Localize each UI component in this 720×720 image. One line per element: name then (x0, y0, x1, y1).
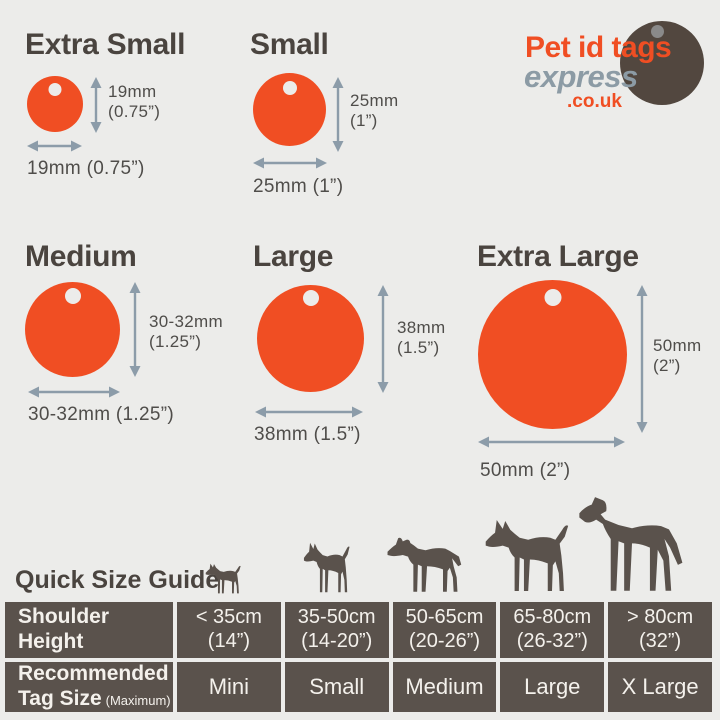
toy-dog-icon (205, 562, 241, 595)
horizontal-dimension-arrow-icon (255, 406, 363, 418)
tag-height-label: 38mm (1.5”) (397, 318, 446, 357)
recommended-size-cell: Small (284, 662, 389, 712)
horizontal-dimension-arrow-icon (28, 386, 120, 398)
maximum-note: (Maximum) (105, 693, 171, 708)
tag-width-label: 50mm (2”) (480, 460, 571, 481)
tag-size-title: Large (253, 240, 334, 273)
size-guide-table: Shoulder Height < 35cm (14”) 35-50cm (14… (5, 602, 712, 712)
tag-hole-icon (544, 289, 561, 306)
vertical-dimension-arrow-icon (377, 285, 389, 393)
recommended-size-cell: Mini (177, 662, 281, 712)
shoulder-height-cell: > 80cm (32”) (608, 602, 712, 658)
brand-domain: .co.uk (567, 91, 622, 112)
small-dog-icon (303, 540, 350, 595)
tag-circle-icon (25, 282, 120, 377)
tag-width-label: 19mm (0.75”) (27, 158, 145, 179)
tag-size-section-large: Large 38mm (1.5”) 38mm (1.5”) (253, 240, 468, 475)
horizontal-dimension-arrow-icon (253, 157, 327, 169)
tag-size-section-extra-small: Extra Small 19mm (0.75”) 19mm (0.75”) (25, 28, 240, 263)
tag-width-label: 38mm (1.5”) (254, 424, 361, 445)
brand-logo: Pet id tags express .co.uk (520, 15, 715, 115)
logo-tag-hole-icon (651, 25, 664, 38)
tag-hole-icon (48, 83, 62, 96)
tag-hole-icon (64, 288, 81, 304)
tag-size-section-small: Small 25mm (1”) 25mm (1”) (250, 28, 465, 263)
shoulder-height-cell: 50-65cm (20-26”) (392, 602, 497, 658)
tag-size-title: Extra Small (25, 28, 186, 61)
vertical-dimension-arrow-icon (636, 285, 648, 433)
tag-hole-icon (282, 81, 297, 95)
recommended-size-cell: Large (500, 662, 605, 712)
tag-size-section-extra-large: Extra Large 50mm (2”) 50mm (2”) (477, 240, 701, 481)
horizontal-dimension-arrow-icon (478, 436, 625, 448)
tag-size-title: Extra Large (477, 240, 639, 273)
shoulder-height-cell: 35-50cm (14-20”) (284, 602, 389, 658)
tag-circle-icon (253, 73, 326, 146)
recommended-size-cell: X Large (608, 662, 712, 712)
large-dog-icon (484, 516, 569, 595)
vertical-dimension-arrow-icon (332, 77, 344, 152)
shoulder-height-cell: 65-80cm (26-32”) (500, 602, 605, 658)
brand-name: Pet id tags (525, 31, 672, 64)
tag-width-label: 25mm (1”) (253, 176, 344, 197)
tag-size-section-medium: Medium 30-32mm (1.25”) 30-32mm (1.25”) (25, 240, 240, 475)
recommended-size-cell: Medium (392, 662, 497, 712)
logo-tag-disc-icon (620, 21, 704, 105)
row-header-shoulder-height: Shoulder Height (5, 602, 173, 658)
vertical-dimension-arrow-icon (90, 77, 102, 133)
row-header-recommended-tag-size: Recommended Tag Size (Maximum) (5, 662, 173, 712)
shoulder-height-cell: < 35cm (14”) (177, 602, 281, 658)
tag-circle-icon (478, 280, 627, 429)
tag-height-label: 30-32mm (1.25”) (149, 312, 223, 351)
tag-circle-icon (257, 285, 364, 392)
extra-large-dog-icon (576, 496, 688, 595)
tag-size-title: Medium (25, 240, 137, 273)
brand-name-express: express (524, 59, 638, 94)
quick-size-guide-title: Quick Size Guide (15, 566, 220, 594)
vertical-dimension-arrow-icon (129, 282, 141, 377)
tag-width-label: 30-32mm (1.25”) (28, 404, 174, 425)
tag-height-label: 25mm (1”) (350, 91, 399, 130)
tag-hole-icon (302, 290, 319, 306)
horizontal-dimension-arrow-icon (27, 140, 82, 152)
tag-height-label: 19mm (0.75”) (108, 82, 161, 121)
tag-height-label: 50mm (2”) (653, 336, 702, 375)
medium-dog-icon (386, 531, 462, 595)
tag-circle-icon (27, 76, 83, 132)
tag-size-title: Small (250, 28, 329, 61)
